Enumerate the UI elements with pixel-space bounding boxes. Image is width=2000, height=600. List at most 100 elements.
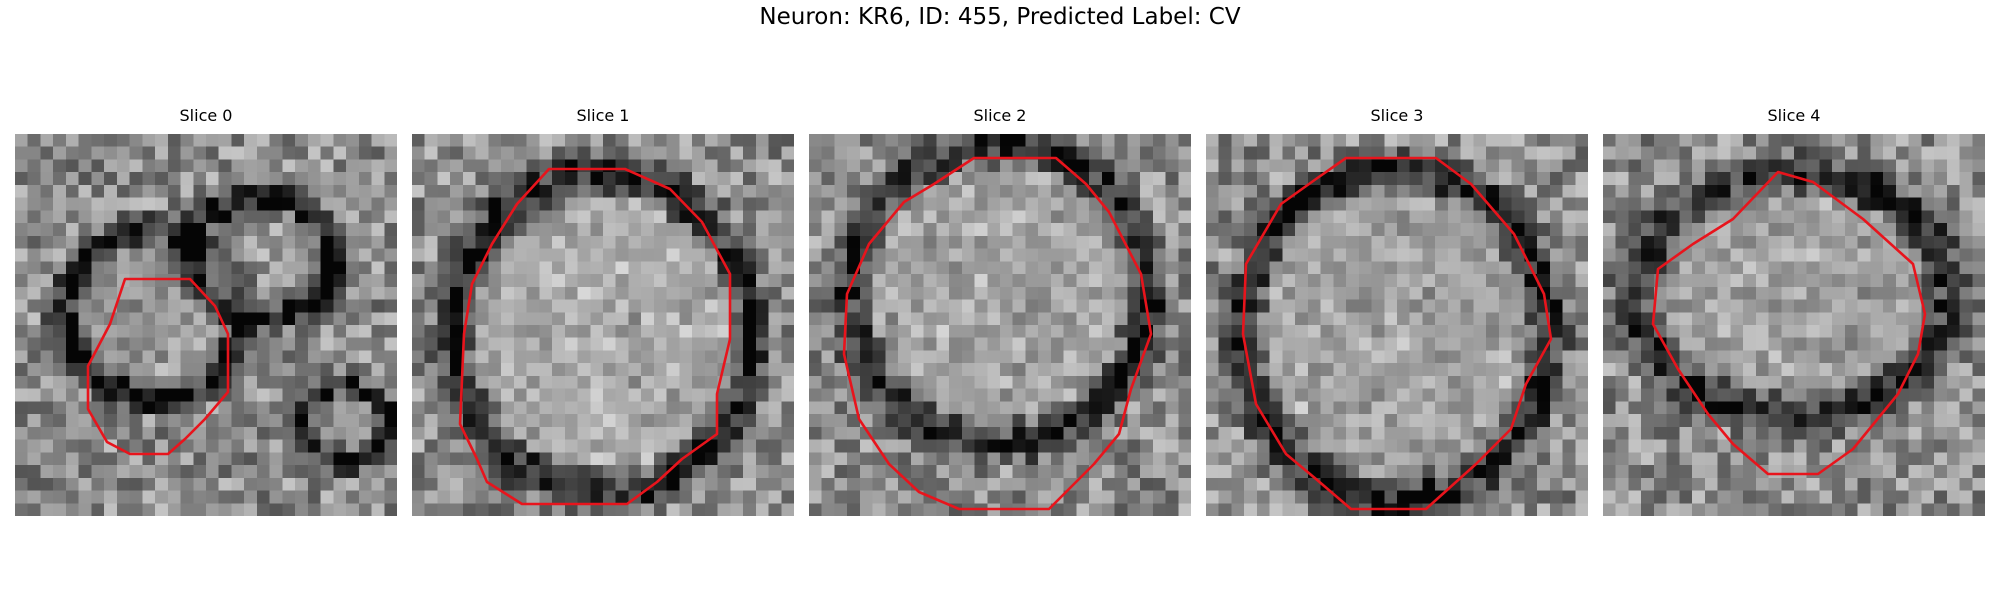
pixel-cell: [539, 146, 553, 161]
pixel-cell: [513, 477, 528, 492]
pixel-cell: [1165, 401, 1179, 415]
pixel-cell: [1050, 325, 1065, 339]
pixel-cell: [1921, 210, 1935, 224]
pixel-cell: [218, 159, 233, 173]
pixel-cell: [1218, 299, 1233, 313]
pixel-cell: [218, 184, 233, 199]
pixel-cell: [859, 299, 874, 313]
pixel-cell: [142, 439, 156, 453]
pixel-cell: [1256, 274, 1271, 288]
pixel-cell: [501, 439, 515, 453]
pixel-cell: [424, 299, 439, 313]
pixel-cell: [910, 388, 925, 402]
pixel-cell: [513, 452, 528, 466]
pixel-cell: [1307, 325, 1322, 339]
pixel-cell: [65, 223, 80, 237]
pixel-cell: [1498, 172, 1513, 186]
pixel-cell: [1231, 210, 1245, 224]
pixel-cell: [1140, 452, 1154, 466]
pixel-cell: [898, 388, 912, 402]
pixel-cell: [1562, 159, 1576, 173]
pixel-cell: [206, 312, 220, 326]
pixel-cell: [743, 401, 757, 415]
pixel-cell: [1371, 134, 1385, 148]
pixel-cell: [1000, 363, 1014, 377]
pixel-cell: [333, 134, 347, 148]
pixel-cell: [450, 426, 464, 441]
pixel-cell: [1307, 477, 1322, 492]
pixel-cell: [1575, 134, 1588, 148]
pixel-cell: [358, 401, 373, 415]
pixel-cell: [768, 388, 782, 402]
pixel-cell: [1498, 337, 1513, 352]
pixel-cell: [564, 375, 579, 390]
pixel-cell: [923, 414, 937, 428]
pixel-cell: [1422, 184, 1436, 199]
pixel-cell: [1012, 210, 1027, 224]
pixel-cell: [539, 286, 553, 301]
pixel-cell: [1422, 375, 1436, 390]
pixel-cell: [1256, 172, 1271, 186]
pixel-cell: [501, 426, 515, 441]
pixel-cell: [256, 452, 271, 466]
pixel-cell: [1562, 414, 1576, 428]
pixel-cell: [1127, 337, 1141, 352]
pixel-cell: [1692, 223, 1706, 237]
pixel-cell: [1127, 312, 1141, 326]
pixel-cell: [1615, 337, 1630, 352]
pixel-cell: [193, 134, 207, 148]
pixel-cell: [27, 452, 42, 466]
pixel-cell: [1025, 184, 1039, 199]
pixel-cell: [923, 388, 937, 402]
pixel-cell: [333, 414, 347, 428]
pixel-cell: [1641, 477, 1655, 492]
pixel-cell: [1101, 134, 1116, 148]
pixel-cell: [1959, 248, 1973, 262]
pixel-cell: [847, 299, 861, 313]
pixel-cell: [1819, 490, 1833, 504]
pixel-cell: [1921, 350, 1935, 364]
pixel-cell: [1934, 325, 1948, 339]
pixel-cell: [231, 426, 245, 441]
pixel-cell: [282, 375, 296, 390]
pixel-cell: [1666, 439, 1680, 453]
pixel-cell: [743, 134, 757, 148]
pixel-cell: [1743, 337, 1757, 352]
pixel-cell: [282, 261, 296, 275]
pixel-cell: [1524, 426, 1538, 441]
pixel-cell: [437, 375, 451, 390]
pixel-cell: [513, 337, 528, 352]
pixel-cell: [142, 477, 156, 492]
slice-panel-1: Slice 1: [412, 108, 794, 516]
pixel-cell: [1152, 465, 1167, 479]
pixel-cell: [180, 350, 194, 364]
pixel-cell: [821, 337, 836, 352]
pixel-cell: [1921, 172, 1935, 186]
pixel-cell: [1666, 503, 1680, 516]
pixel-cell: [768, 503, 782, 516]
pixel-cell: [1206, 439, 1220, 453]
pixel-cell: [333, 235, 347, 250]
pixel-cell: [987, 312, 1001, 326]
pixel-cell: [1704, 452, 1719, 466]
pixel-cell: [1641, 401, 1655, 415]
pixel-cell: [15, 172, 29, 186]
pixel-cell: [539, 490, 553, 504]
pixel-cell: [155, 337, 169, 352]
pixel-cell: [15, 299, 29, 313]
pixel-cell: [78, 350, 92, 364]
pixel-cell: [781, 363, 794, 377]
pixel-cell: [1628, 350, 1642, 364]
pixel-cell: [40, 223, 54, 237]
pixel-cell: [167, 414, 182, 428]
pixel-cell: [320, 261, 334, 275]
pixel-cell: [1679, 477, 1693, 492]
pixel-cell: [923, 274, 937, 288]
pixel-cell: [40, 465, 54, 479]
pixel-cell: [1832, 414, 1846, 428]
pixel-cell: [564, 401, 579, 415]
pixel-cell: [974, 184, 988, 199]
pixel-cell: [424, 477, 439, 492]
pixel-cell: [142, 490, 156, 504]
pixel-cell: [526, 350, 540, 364]
